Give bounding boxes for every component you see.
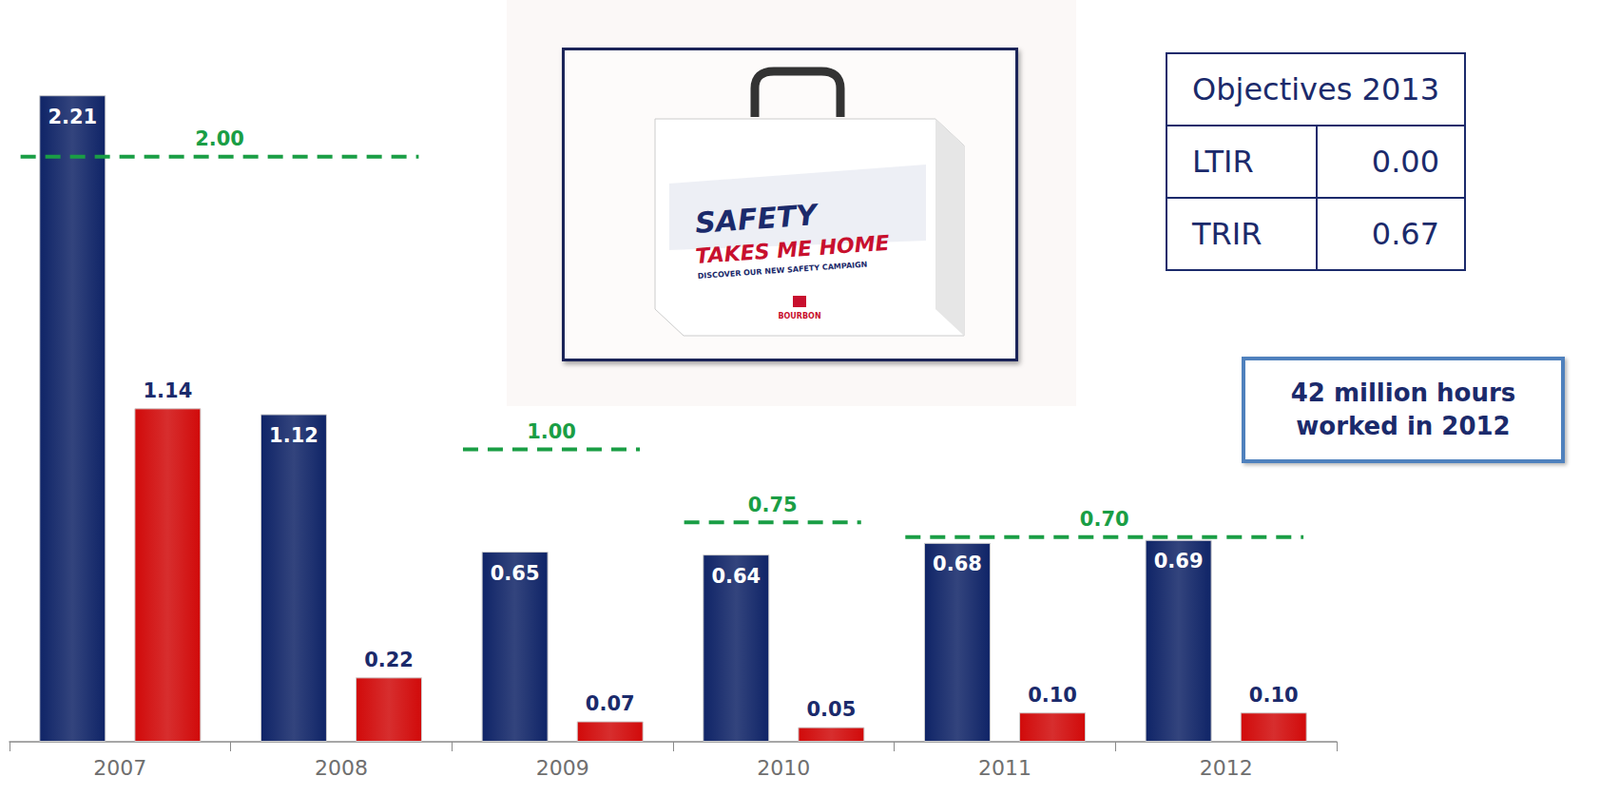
svg-text:SAFETY: SAFETY (693, 197, 821, 240)
html-text:0.67: 0.67 (1371, 215, 1440, 252)
svg-text:0.65: 0.65 (490, 561, 540, 585)
svg-text:0.69: 0.69 (1154, 549, 1204, 573)
svg-text:2011: 2011 (978, 755, 1032, 780)
svg-text:2008: 2008 (314, 755, 368, 780)
svg-text:1.00: 1.00 (526, 420, 577, 444)
svg-text:TAKES ME HOME: TAKES ME HOME (694, 230, 891, 269)
html-text:TRIR: TRIR (1192, 215, 1263, 252)
svg-text:2009: 2009 (536, 755, 590, 780)
svg-text:0.68: 0.68 (932, 552, 983, 576)
svg-text:0.22: 0.22 (364, 648, 414, 672)
svg-text:2007: 2007 (93, 755, 147, 780)
svg-text:0.70: 0.70 (1079, 507, 1130, 531)
svg-text:2.00: 2.00 (194, 127, 245, 151)
svg-text:2010: 2010 (756, 755, 810, 780)
svg-text:0.05: 0.05 (806, 697, 856, 721)
svg-text:BOURBON: BOURBON (777, 311, 821, 321)
svg-text:0.07: 0.07 (585, 692, 636, 715)
html-text:Objectives 2013: Objectives 2013 (1192, 71, 1440, 108)
html-text:0.00: 0.00 (1371, 143, 1440, 180)
svg-text:0.64: 0.64 (711, 564, 761, 588)
svg-text:0.10: 0.10 (1027, 683, 1078, 707)
html-text:42 million hours worked in 201: 42 million hours worked in 2012 (1290, 378, 1516, 441)
svg-text:0.75: 0.75 (748, 493, 798, 517)
html-text:LTIR: LTIR (1192, 143, 1254, 180)
svg-text:0.10: 0.10 (1249, 683, 1299, 707)
svg-text:2012: 2012 (1199, 755, 1254, 780)
svg-text:2.21: 2.21 (47, 105, 97, 129)
svg-text:1.12: 1.12 (269, 424, 319, 447)
svg-text:1.14: 1.14 (142, 379, 193, 403)
svg-text:DISCOVER OUR NEW SAFETY CAMPAI: DISCOVER OUR NEW SAFETY CAMPAIGN (697, 260, 868, 281)
